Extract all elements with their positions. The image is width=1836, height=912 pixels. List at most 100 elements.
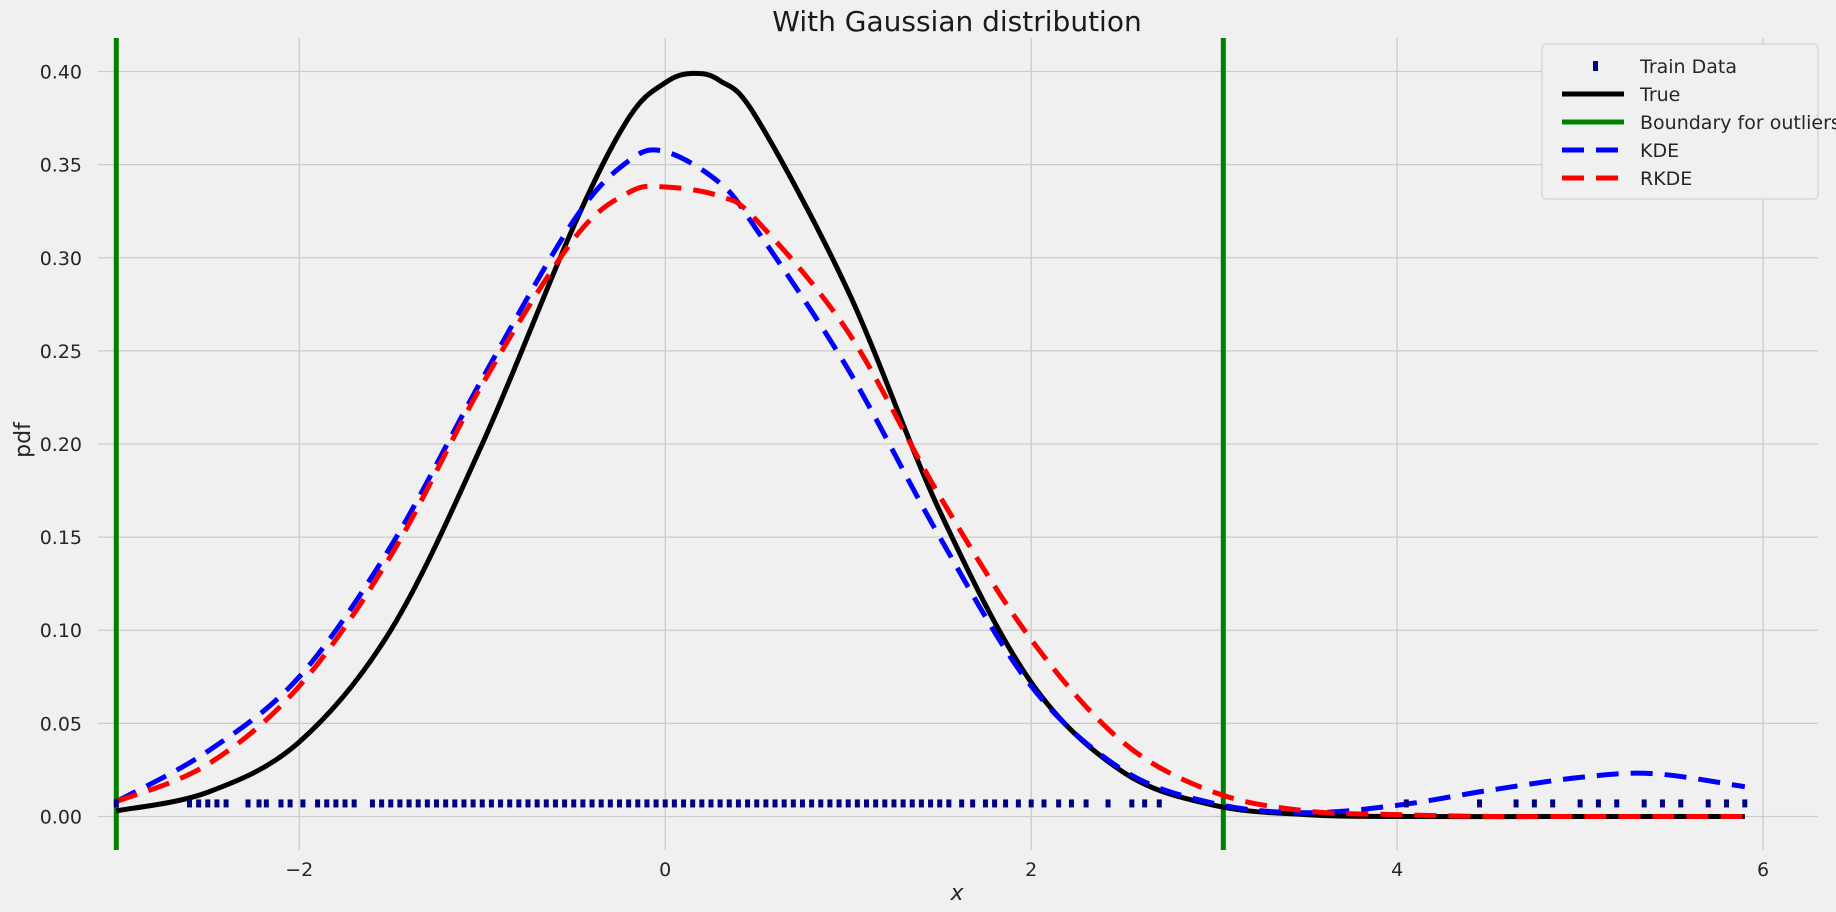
- train-data-point: [959, 799, 965, 808]
- train-data-point: [470, 799, 476, 808]
- train-data-point: [946, 799, 952, 808]
- train-data-point: [571, 799, 577, 808]
- train-data-point: [745, 799, 751, 808]
- train-data-point: [882, 799, 888, 808]
- train-data-point: [909, 799, 915, 808]
- train-data-point: [1083, 799, 1089, 808]
- train-data-point: [196, 799, 202, 808]
- train-data-point: [928, 799, 934, 808]
- train-data-point: [836, 799, 842, 808]
- train-data-point: [662, 799, 668, 808]
- train-data-point: [256, 799, 262, 808]
- legend-label: Boundary for outliers: [1640, 112, 1836, 134]
- train-data-point: [434, 799, 440, 808]
- legend-item: RKDE: [1562, 168, 1692, 190]
- train-data-point: [278, 799, 284, 808]
- train-data-point: [552, 799, 558, 808]
- legend-item: Train Data: [1593, 56, 1737, 78]
- y-axis-title: pdf: [11, 421, 36, 458]
- train-data-point: [671, 799, 677, 808]
- legend: Train Data True Boundary for outliers KDE RK…: [1541, 43, 1836, 200]
- legend-label: RKDE: [1640, 168, 1692, 190]
- series-line-kde: [115, 147, 1746, 816]
- train-data-point: [1476, 799, 1482, 808]
- train-data-point: [1015, 799, 1021, 808]
- train-data-point: [351, 799, 357, 808]
- train-data-point: [809, 799, 815, 808]
- train-data-point: [562, 799, 568, 808]
- train-data-point: [1041, 799, 1047, 808]
- train-data-point: [516, 799, 522, 808]
- train-data-point: [424, 799, 430, 808]
- x-tick-label: 6: [1757, 859, 1769, 881]
- train-data-point: [461, 799, 467, 808]
- x-tick-label: −2: [285, 859, 313, 881]
- x-tick-label: 0: [659, 859, 671, 881]
- x-tick-labels: −2 0 2 4 6: [285, 859, 1769, 881]
- train-data-point: [1403, 799, 1409, 808]
- train-data-point: [616, 799, 622, 808]
- outlier-boundaries: [113, 38, 1226, 850]
- train-data-point: [488, 799, 494, 808]
- x-axis-title: x: [949, 881, 964, 906]
- train-data-point: [525, 799, 531, 808]
- train-data-point: [223, 799, 229, 808]
- train-data-point: [827, 799, 833, 808]
- series-line-rkde: [115, 183, 1745, 820]
- x-tick-label: 2: [1025, 859, 1037, 881]
- y-tick-label: 0.30: [40, 248, 82, 270]
- train-data-points: [113, 799, 1748, 808]
- train-data-point: [790, 799, 796, 808]
- train-data-point: [263, 799, 269, 808]
- train-data-point: [699, 799, 705, 808]
- train-data-point: [589, 799, 595, 808]
- train-data-point: [772, 799, 778, 808]
- train-data-point: [1156, 799, 1162, 808]
- series-lines: [115, 70, 1746, 820]
- train-data-point: [735, 799, 741, 808]
- train-data-point: [369, 799, 375, 808]
- train-data-point: [498, 799, 504, 808]
- train-data-point: [507, 799, 513, 808]
- train-data-point: [937, 799, 943, 808]
- train-data-point: [1678, 799, 1684, 808]
- train-data-point: [781, 799, 787, 808]
- train-data-point: [607, 799, 613, 808]
- train-data-point: [397, 799, 403, 808]
- train-data-point: [315, 799, 321, 808]
- y-tick-label: 0.00: [40, 806, 82, 828]
- train-data-point: [653, 799, 659, 808]
- train-data-point: [1068, 799, 1074, 808]
- y-tick-label: 0.05: [40, 713, 82, 735]
- train-data-point: [754, 799, 760, 808]
- train-data-point: [1003, 799, 1009, 808]
- legend-item: KDE: [1562, 140, 1679, 162]
- train-data-point: [452, 799, 458, 808]
- train-data-point: [300, 799, 306, 808]
- train-data-point: [379, 799, 385, 808]
- train-data-point: [1724, 799, 1730, 808]
- train-data-point: [324, 799, 330, 808]
- train-data-point: [1550, 799, 1556, 808]
- train-data-point: [543, 799, 549, 808]
- train-data-point: [186, 799, 192, 808]
- train-data-point: [1614, 799, 1620, 808]
- train-data-point: [626, 799, 632, 808]
- train-data-point: [1513, 799, 1519, 808]
- train-data-point: [1129, 799, 1135, 808]
- train-data-point: [918, 799, 924, 808]
- train-data-point: [1028, 799, 1034, 808]
- train-data-point: [763, 799, 769, 808]
- train-data-point: [1105, 799, 1111, 808]
- train-data-point: [1595, 799, 1601, 808]
- y-tick-label: 0.25: [40, 341, 82, 363]
- legend-label: KDE: [1640, 140, 1679, 162]
- train-data-point: [245, 799, 251, 808]
- train-data-point: [342, 799, 348, 808]
- train-data-point: [873, 799, 879, 808]
- y-tick-label: 0.15: [40, 527, 82, 549]
- legend-box: [1541, 43, 1819, 200]
- train-data-point: [1705, 799, 1711, 808]
